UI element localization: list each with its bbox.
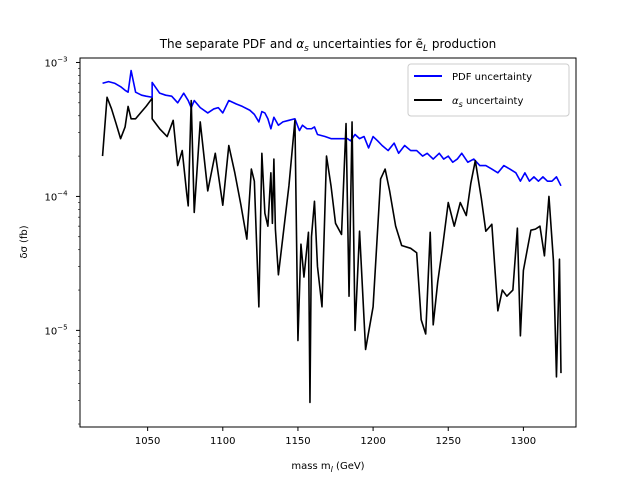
legend: PDF uncertainty αs uncertainty: [407, 63, 570, 117]
x-tick-label: 1200: [360, 436, 385, 447]
y-tick-label: 10−5: [44, 323, 67, 337]
plot-frame: [79, 57, 577, 428]
x-axis-label: mass ml (GeV): [291, 461, 364, 474]
legend-label-alpha: αs uncertainty: [452, 96, 523, 109]
x-tick-label: 1150: [285, 436, 310, 447]
x-tick-label: 1050: [135, 436, 160, 447]
series-line-pdf-uncertainty: [102, 69, 562, 187]
series-line-alpha-s-uncertainty: [101, 96, 562, 404]
x-axis: 1050 1100 1150 1200 1250 1300: [135, 427, 536, 447]
legend-box: [407, 63, 570, 117]
y-axis: 10−5 10−4 10−3: [44, 55, 80, 425]
y-tick-label: 10−4: [44, 189, 68, 203]
chart-title: The separate PDF and αs uncertainties fo…: [159, 37, 497, 54]
series-layer: [101, 69, 562, 404]
legend-label-pdf: PDF uncertainty: [452, 72, 532, 83]
x-tick-label: 1300: [511, 436, 536, 447]
y-tick-label: 10−3: [44, 55, 67, 69]
x-tick-label: 1100: [210, 436, 235, 447]
plot-area: [79, 57, 577, 428]
y-axis-label: δσ (fb): [19, 225, 30, 258]
x-tick-label: 1250: [436, 436, 461, 447]
